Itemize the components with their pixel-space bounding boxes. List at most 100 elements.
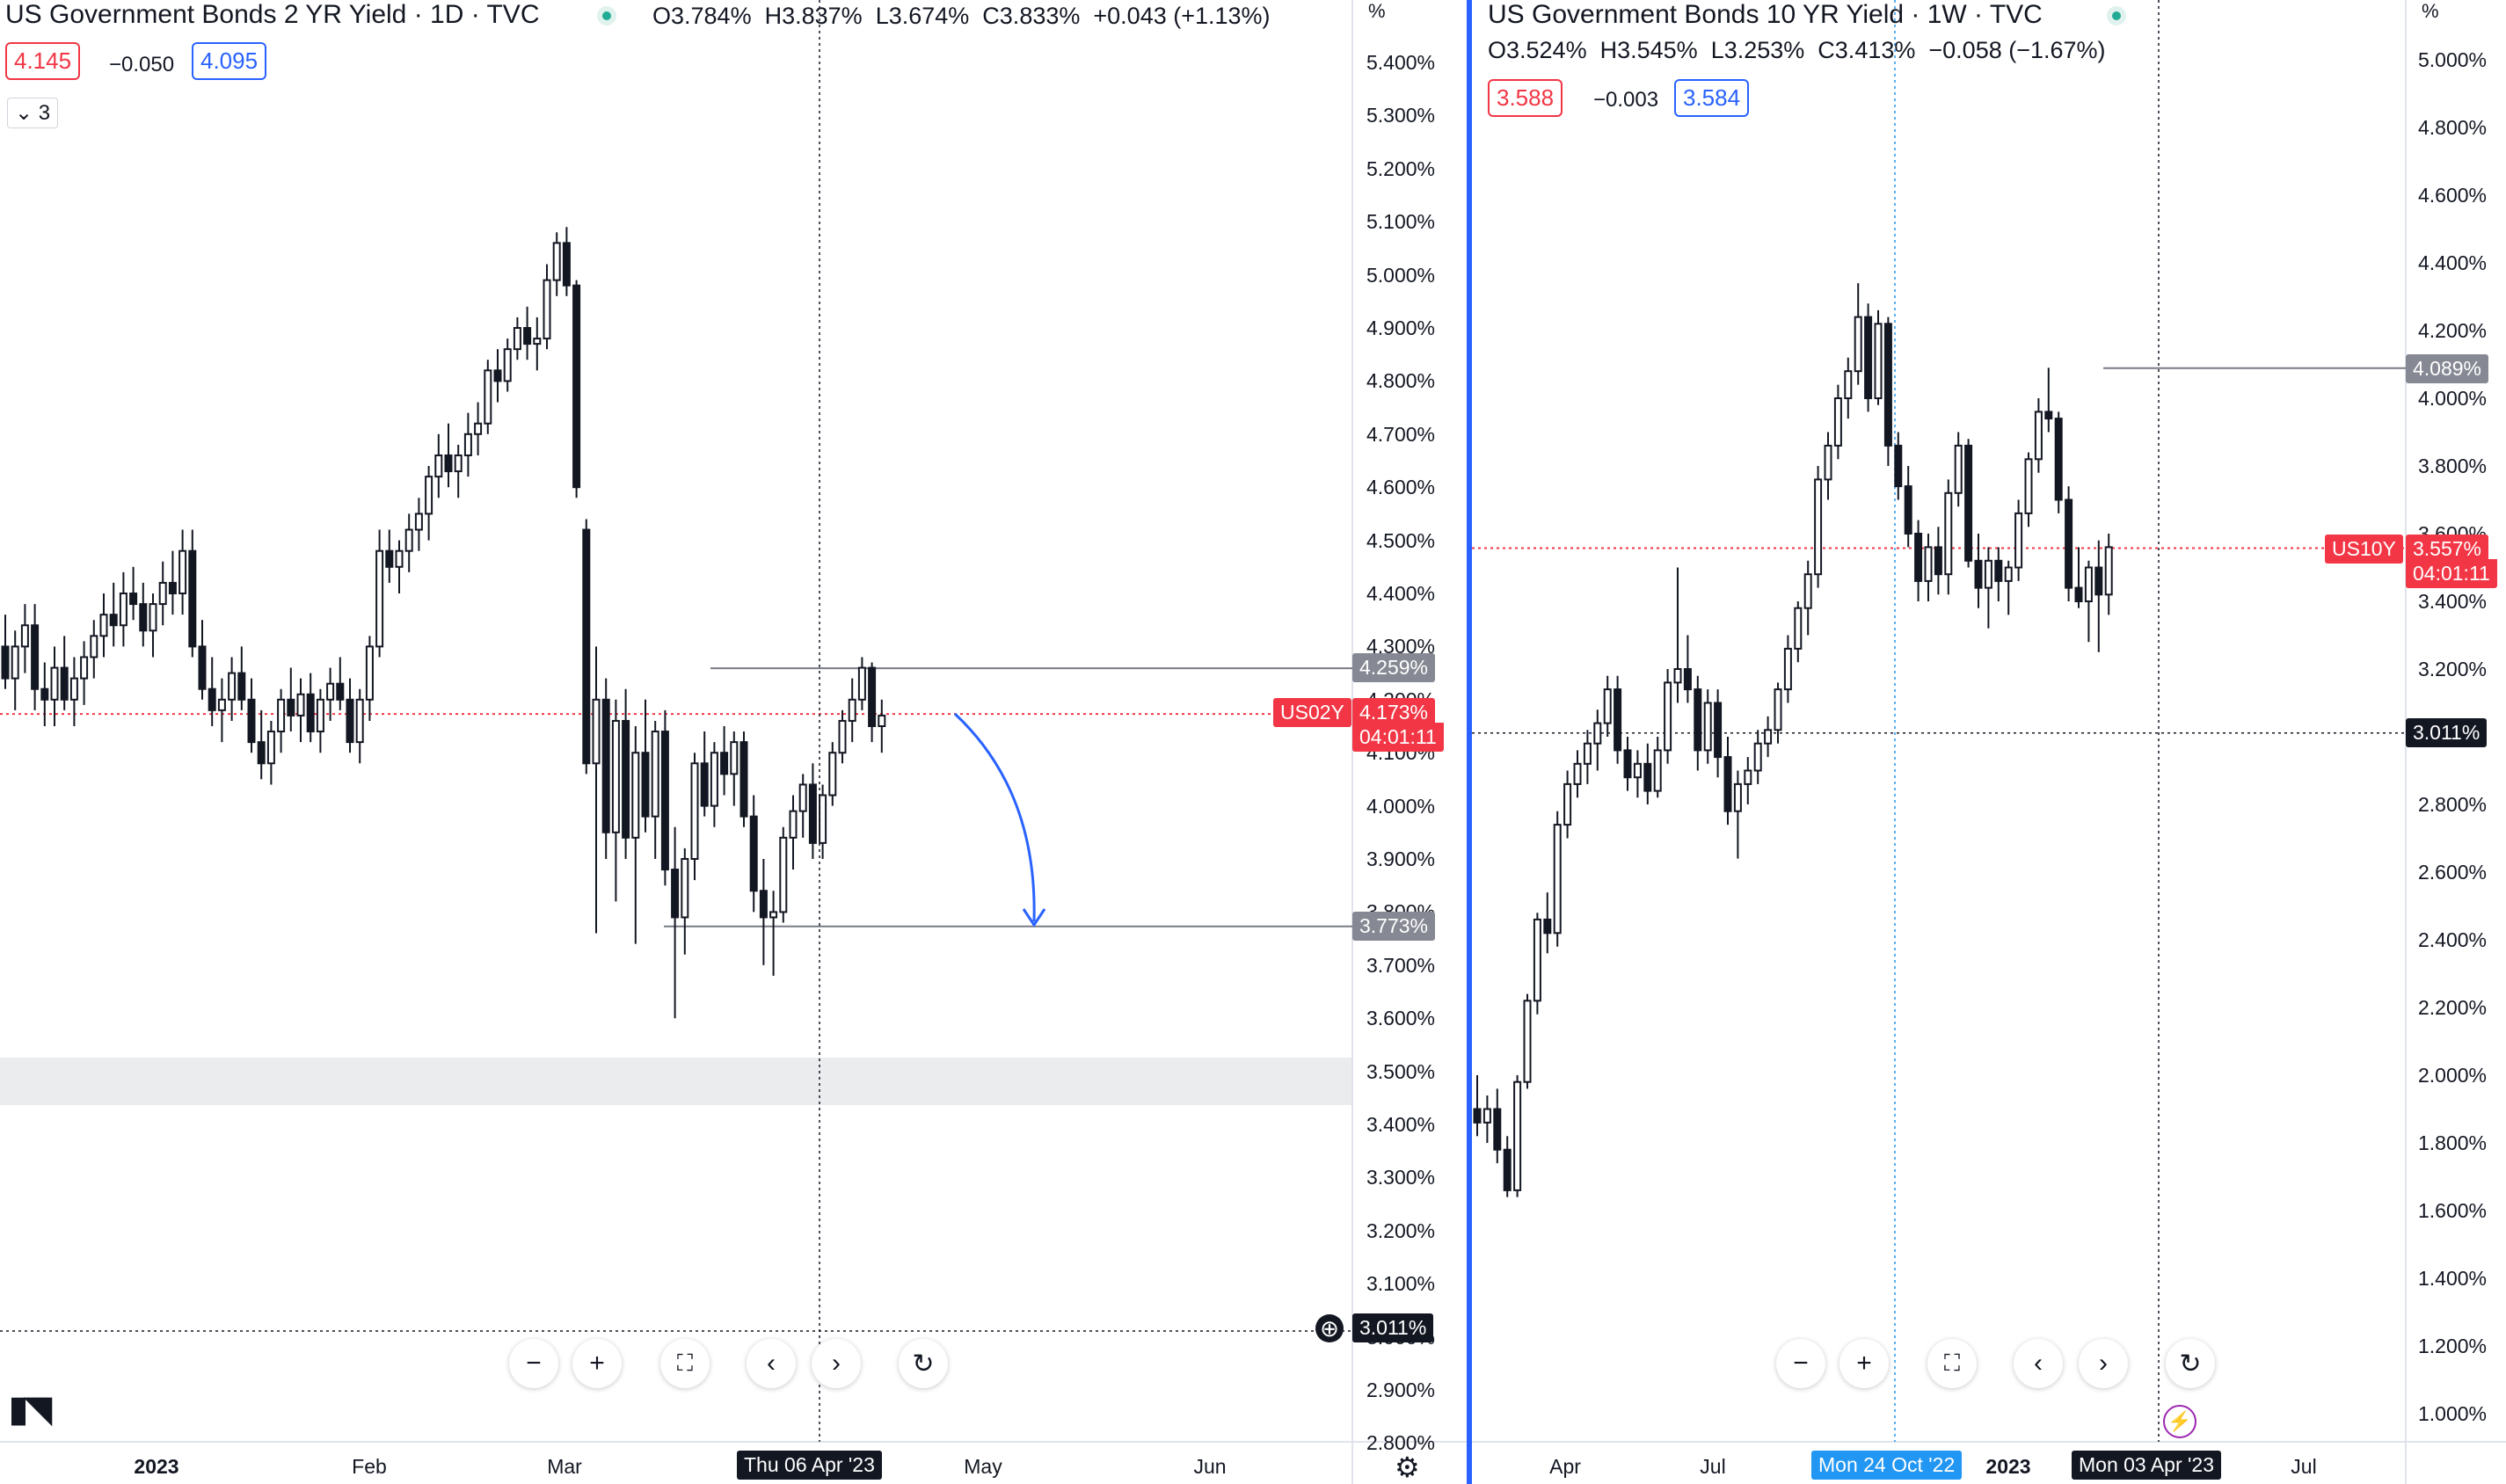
candle-body xyxy=(287,698,295,717)
scroll-left-icon: ‹ xyxy=(2034,1349,2043,1378)
left-price-tick: 3.100% xyxy=(1366,1272,1436,1296)
market-status-dot xyxy=(597,6,616,25)
reset-icon: ↻ xyxy=(912,1349,935,1379)
zoom-in-button[interactable]: + xyxy=(572,1339,622,1388)
scroll-right-icon: › xyxy=(2099,1349,2108,1378)
candle-body xyxy=(1764,729,1773,745)
candle-body xyxy=(306,693,315,733)
indicators-collapse-button[interactable]: ⌄ 3 xyxy=(7,98,59,128)
add-alert-icon[interactable]: ⊕ xyxy=(1315,1314,1344,1342)
right-chart-title: US Government Bonds 10 YR Yield · 1W · T… xyxy=(1488,0,2043,29)
left-chart-title: US Government Bonds 2 YR Yield · 1D · TV… xyxy=(5,0,540,29)
scroll-left-button[interactable]: ‹ xyxy=(747,1339,796,1388)
candle-body xyxy=(769,911,778,919)
candle-body xyxy=(266,731,275,765)
candle-body xyxy=(2104,546,2113,596)
candle-body xyxy=(69,677,78,701)
candle-body xyxy=(819,794,827,844)
scroll-right-button[interactable]: › xyxy=(812,1339,861,1388)
left-ohlc-legend: O3.784% H3.837% L3.674% C3.833% +0.043 (… xyxy=(652,3,1271,30)
candle-body xyxy=(484,369,492,425)
right-price-tick: 3.400% xyxy=(2418,590,2488,613)
candle-body xyxy=(90,635,98,658)
candle-body xyxy=(651,731,659,818)
left-price-tick: 2.800% xyxy=(1366,1431,1436,1455)
candle-body xyxy=(228,672,237,701)
right-cursor-price-tag: 3.011% xyxy=(2406,718,2488,747)
settings-gear-icon[interactable]: ⚙ xyxy=(1395,1451,1420,1483)
candle-body xyxy=(1904,485,1912,535)
zoom-out-button[interactable]: − xyxy=(509,1339,558,1388)
left-price-tick: 4.500% xyxy=(1366,528,1436,552)
candle-body xyxy=(425,476,433,515)
right-crosshair-time-tag: Mon 03 Apr '23 xyxy=(2072,1451,2221,1480)
left-spread-value: −0.050 xyxy=(109,53,175,76)
shaded-zone xyxy=(0,1058,1352,1105)
candle-body xyxy=(208,687,216,711)
right-price-tick: 4.200% xyxy=(2418,319,2488,342)
fullscreen-button[interactable]: ⛶ xyxy=(660,1339,710,1388)
scroll-right-button[interactable]: › xyxy=(2079,1339,2128,1388)
candle-body xyxy=(336,682,345,701)
candle-body xyxy=(1533,918,1541,1002)
left-price-tick: 3.400% xyxy=(1366,1113,1436,1136)
right-low-value: L3.253% xyxy=(1710,37,1805,63)
candle-body xyxy=(375,549,384,648)
projection-arrowhead xyxy=(1022,908,1046,928)
right-price-tick: 2.600% xyxy=(2418,861,2488,884)
candle-body xyxy=(365,645,374,701)
left-last-price-tag: 4.173% xyxy=(1352,698,1436,727)
candle-body xyxy=(1874,323,1883,399)
zoom-in-icon: + xyxy=(1856,1349,1872,1378)
lightning-icon[interactable]: ⚡ xyxy=(2163,1405,2196,1438)
left-high-value: H3.837% xyxy=(764,3,863,29)
right-price-tick: 4.800% xyxy=(2418,116,2488,139)
reset-chart-button[interactable]: ↻ xyxy=(2166,1339,2215,1388)
candle-body xyxy=(1934,546,1942,576)
scroll-left-button[interactable]: ‹ xyxy=(2014,1339,2063,1388)
left-price-tick: 3.600% xyxy=(1366,1007,1436,1030)
left-sell-button[interactable]: 4.145 xyxy=(5,42,81,80)
candle-body xyxy=(1714,702,1723,759)
candle-body xyxy=(1573,762,1582,785)
right-buy-button[interactable]: 3.584 xyxy=(1674,79,1750,117)
zoom-in-button[interactable]: + xyxy=(1839,1339,1889,1388)
right-sell-button[interactable]: 3.588 xyxy=(1488,79,1563,117)
candle-body xyxy=(1833,397,1842,447)
candle-body xyxy=(523,327,532,346)
left-buy-button[interactable]: 4.095 xyxy=(192,42,267,80)
candle-body xyxy=(808,783,817,844)
zoom-out-icon: − xyxy=(1793,1349,1809,1378)
left-price-tick: 5.100% xyxy=(1366,210,1436,234)
candle-body xyxy=(789,810,798,839)
right-high-value: H3.545% xyxy=(1599,37,1698,63)
reset-chart-button[interactable]: ↻ xyxy=(899,1339,948,1388)
right-price-tick: 5.000% xyxy=(2418,48,2488,71)
candle-body xyxy=(631,752,640,839)
candle-body xyxy=(31,624,40,690)
right-close-value: C3.413% xyxy=(1818,37,1916,63)
candle-body xyxy=(739,741,748,818)
right-countdown-tag: 04:01:11 xyxy=(2406,559,2497,588)
candle-body xyxy=(129,593,138,606)
candle-body xyxy=(690,762,699,861)
fullscreen-button[interactable]: ⛶ xyxy=(1927,1339,1977,1388)
candle-body xyxy=(385,549,394,568)
right-open-value: O3.524% xyxy=(1488,37,1587,63)
zoom-out-button[interactable]: − xyxy=(1776,1339,1825,1388)
candle-body xyxy=(1733,782,1742,812)
left-price-tick: 3.700% xyxy=(1366,953,1436,977)
candle-body xyxy=(474,422,483,435)
left-price-tick: 4.000% xyxy=(1366,794,1436,818)
candle-body xyxy=(1703,702,1712,752)
left-symbol-tag: US02Y xyxy=(1273,698,1351,727)
candle-body xyxy=(828,752,837,797)
candle-body xyxy=(513,327,521,351)
right-price-tick: 2.400% xyxy=(2418,928,2488,951)
left-price-tick: 5.000% xyxy=(1366,263,1436,287)
left-low-value: L3.674% xyxy=(875,3,970,29)
right-price-tick: 1.000% xyxy=(2418,1402,2488,1425)
candle-body xyxy=(1664,681,1672,752)
candle-body xyxy=(1614,688,1622,752)
